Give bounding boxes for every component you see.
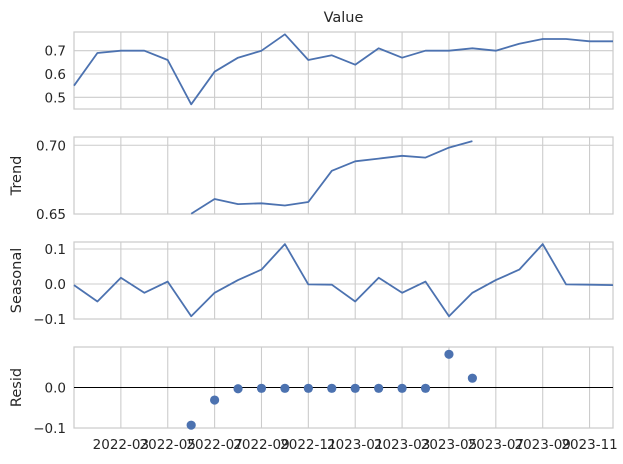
panel-title: Value	[324, 10, 364, 26]
y-axis-label: Resid	[9, 368, 25, 407]
resid-point	[397, 383, 407, 393]
resid-point	[280, 383, 290, 393]
resid-point	[327, 383, 337, 393]
resid-point	[420, 383, 431, 393]
series-line	[73, 33, 613, 106]
y-tick-label: 0.0	[45, 277, 66, 293]
x-tick-label: 2022-03	[93, 437, 149, 453]
x-tick-label: 2023-01	[327, 437, 383, 453]
panel-trend: 0.65 0.70 Trend	[9, 136, 614, 223]
axes-frame	[73, 31, 614, 110]
x-tick-label: 2022-11	[280, 437, 336, 453]
resid-point	[256, 383, 267, 393]
panel-value: 0.5 0.6 0.7 Value	[45, 10, 614, 110]
resid-point	[186, 420, 196, 430]
resid-point	[350, 383, 360, 393]
panels-group: 0.5 0.6 0.7 Value 0.65 0.70 Trend −0.1 0.0 0.1 Sea…	[9, 10, 618, 453]
resid-point	[467, 373, 477, 383]
panel-resid: −0.1 0.0 Resid	[9, 346, 614, 437]
resid-point	[210, 395, 220, 405]
x-tick-label: 2023-03	[374, 437, 430, 453]
y-tick-label: 0.70	[36, 138, 66, 154]
y-tick-label: 0.6	[45, 67, 66, 83]
resid-point	[444, 349, 454, 359]
y-tick-label: −0.1	[33, 312, 66, 328]
x-tick-label: 2023-11	[561, 437, 617, 453]
y-tick-label: 0.0	[45, 381, 66, 397]
x-tick-label: 2023-05	[421, 437, 477, 453]
y-tick-label: 0.1	[45, 242, 66, 258]
x-tick-label: 2022-09	[233, 437, 289, 453]
y-tick-label: −0.1	[33, 421, 66, 437]
series-line	[73, 243, 614, 318]
x-tick-label: 2022-05	[140, 437, 196, 453]
y-axis-label: Seasonal	[9, 248, 25, 314]
x-tick-label: 2023-07	[468, 437, 524, 453]
resid-point	[374, 383, 384, 393]
y-tick-label: 0.65	[36, 207, 66, 223]
resid-point	[303, 383, 313, 393]
y-axis-label: Trend	[9, 156, 25, 197]
series-line	[190, 140, 473, 215]
axes-frame	[73, 241, 614, 320]
x-tick-label: 2022-07	[186, 437, 242, 453]
panel-seasonal: −0.1 0.0 0.1 Seasonal	[9, 241, 614, 328]
y-tick-label: 0.7	[45, 44, 66, 60]
axes-frame	[73, 136, 614, 215]
y-tick-label: 0.5	[45, 90, 66, 106]
x-tick-label: 2023-09	[514, 437, 570, 453]
resid-point	[233, 384, 243, 394]
